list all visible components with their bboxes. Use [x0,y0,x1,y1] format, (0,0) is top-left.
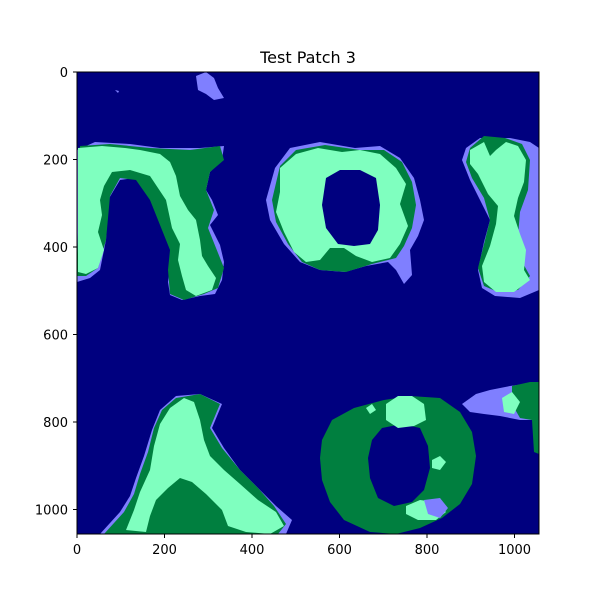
x-tick-label: 1000 [498,543,531,558]
segment-o2-hole [368,424,430,506]
segment-o2-blue-bottom [424,498,448,518]
x-tick-label: 200 [152,543,177,558]
segment-right-blob-light [502,392,520,414]
x-tick-label: 600 [327,543,352,558]
y-tick-label: 800 [43,416,68,431]
segment-lambda-light [126,398,284,534]
y-tick-label: 600 [43,329,68,344]
segment-o-hole [322,170,380,246]
x-tick-label: 800 [415,543,440,558]
segment-top-dot [115,90,119,93]
x-tick-label: 0 [73,543,81,558]
chart-title: Test Patch 3 [259,48,356,67]
segment-o2-light-left [366,404,376,414]
plot-frame [76,71,540,535]
segment-top-blob [196,72,224,100]
segment-o2-light-right [432,456,446,470]
y-tick-label: 0 [60,66,68,81]
segment-o2-light-top [386,396,426,428]
plot-area [77,72,539,534]
x-tick-label: 400 [240,543,265,558]
segment-l-light [470,142,530,292]
segment-right-blob-dark [512,382,539,454]
segment-n-light [78,146,216,296]
y-tick-label: 1000 [35,504,68,519]
tick-marks [73,71,515,538]
y-tick-label: 200 [43,154,68,169]
y-tick-label: 400 [43,241,68,256]
